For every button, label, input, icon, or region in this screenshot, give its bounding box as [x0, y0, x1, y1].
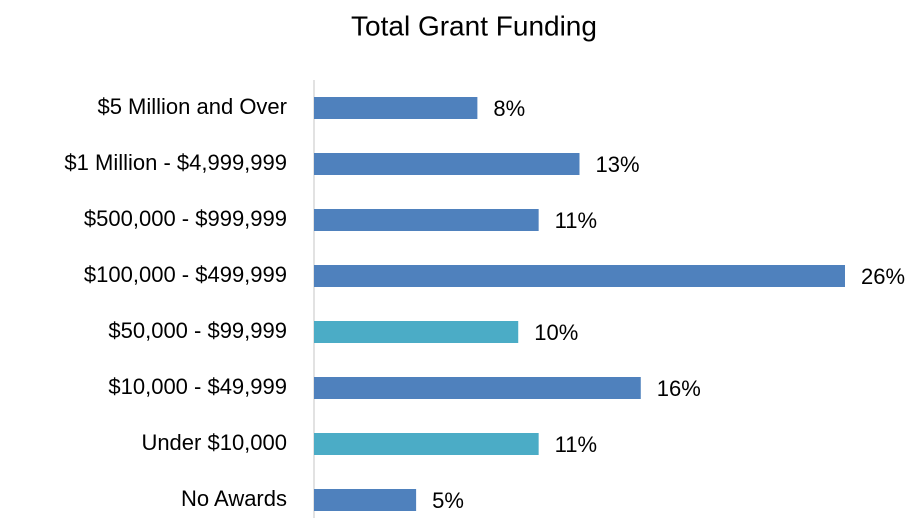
- data-label: 26%: [861, 264, 905, 289]
- y-tick-label: $500,000 - $999,999: [84, 206, 287, 231]
- bar: [314, 433, 539, 455]
- data-label: 13%: [596, 152, 640, 177]
- bar: [314, 153, 580, 175]
- y-tick-label: Under $10,000: [141, 430, 287, 455]
- y-tick-label: $1 Million - $4,999,999: [64, 150, 287, 175]
- data-label: 11%: [555, 432, 597, 457]
- bar: [314, 489, 417, 511]
- data-label: 5%: [432, 488, 464, 513]
- data-label: 16%: [657, 376, 701, 401]
- data-label: 10%: [534, 320, 578, 345]
- bar: [314, 209, 539, 231]
- y-tick-label: $50,000 - $99,999: [108, 318, 287, 343]
- chart-title: Total Grant Funding: [351, 10, 597, 41]
- bar: [314, 97, 478, 119]
- bar: [314, 265, 845, 287]
- data-label: 11%: [555, 208, 597, 233]
- y-tick-label: $5 Million and Over: [97, 94, 287, 119]
- y-tick-label: $100,000 - $499,999: [84, 262, 287, 287]
- data-label: 8%: [493, 96, 525, 121]
- y-tick-label: No Awards: [181, 486, 287, 511]
- y-tick-label: $10,000 - $49,999: [108, 374, 287, 399]
- bar: [314, 321, 519, 343]
- bar: [314, 377, 641, 399]
